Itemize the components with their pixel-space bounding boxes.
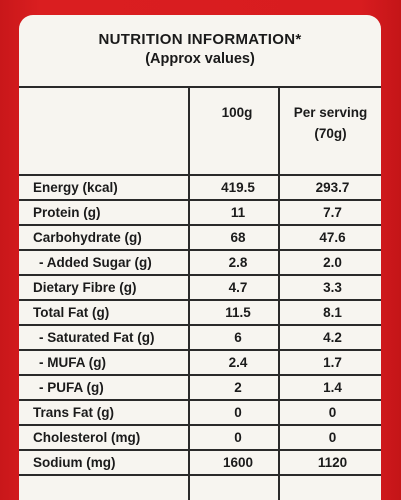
- empty-cell: [19, 474, 190, 500]
- nutrition-panel: NUTRITION INFORMATION* (Approx values) 1…: [19, 15, 381, 500]
- header-blank-cell: [19, 86, 190, 176]
- table-row: - PUFA (g) 2 1.4: [19, 374, 381, 401]
- nutrient-label: - Added Sugar (g): [19, 249, 190, 276]
- table-row: Total Fat (g) 11.5 8.1: [19, 299, 381, 326]
- value-per-100g: 6: [188, 324, 280, 351]
- value-per-100g: 11.5: [188, 299, 280, 326]
- value-per-serving: 1.7: [278, 349, 381, 376]
- nutrition-table: 100g Per serving (70g) Energy (kcal) 419…: [19, 86, 381, 500]
- value-per-serving: 1120: [278, 449, 381, 476]
- nutrient-label: Cholesterol (mg): [19, 424, 190, 451]
- table-row: - MUFA (g) 2.4 1.7: [19, 349, 381, 376]
- table-row: Sodium (mg) 1600 1120: [19, 449, 381, 476]
- table-row: Carbohydrate (g) 68 47.6: [19, 224, 381, 251]
- nutrient-label: Dietary Fibre (g): [19, 274, 190, 301]
- nutrient-label: Protein (g): [19, 199, 190, 226]
- table-row: Dietary Fibre (g) 4.7 3.3: [19, 274, 381, 301]
- value-per-serving: 8.1: [278, 299, 381, 326]
- table-row: Trans Fat (g) 0 0: [19, 399, 381, 426]
- value-per-100g: 68: [188, 224, 280, 251]
- value-per-serving: 7.7: [278, 199, 381, 226]
- value-per-serving: 0: [278, 399, 381, 426]
- serving-size-label: (70g): [314, 126, 347, 141]
- empty-cell: [278, 474, 381, 500]
- table-row: - Added Sugar (g) 2.8 2.0: [19, 249, 381, 276]
- value-per-serving: 293.7: [278, 174, 381, 201]
- column-header-per-serving: Per serving (70g): [278, 86, 381, 176]
- panel-header: NUTRITION INFORMATION* (Approx values): [19, 15, 381, 77]
- value-per-100g: 2: [188, 374, 280, 401]
- nutrient-label: - MUFA (g): [19, 349, 190, 376]
- value-per-100g: 4.7: [188, 274, 280, 301]
- nutrient-label: Trans Fat (g): [19, 399, 190, 426]
- value-per-serving: 1.4: [278, 374, 381, 401]
- value-per-serving: 4.2: [278, 324, 381, 351]
- value-per-100g: 419.5: [188, 174, 280, 201]
- nutrient-label: - PUFA (g): [19, 374, 190, 401]
- column-header-100g: 100g: [188, 86, 280, 176]
- table-header-row: 100g Per serving (70g): [19, 86, 381, 176]
- table-empty-row: [19, 474, 381, 500]
- value-per-serving: 0: [278, 424, 381, 451]
- value-per-100g: 2.8: [188, 249, 280, 276]
- table-row: - Saturated Fat (g) 6 4.2: [19, 324, 381, 351]
- value-per-100g: 11: [188, 199, 280, 226]
- value-per-serving: 47.6: [278, 224, 381, 251]
- table-row: Cholesterol (mg) 0 0: [19, 424, 381, 451]
- value-per-100g: 0: [188, 399, 280, 426]
- panel-title: NUTRITION INFORMATION*: [98, 31, 302, 48]
- table-row: Energy (kcal) 419.5 293.7: [19, 174, 381, 201]
- nutrient-label: Total Fat (g): [19, 299, 190, 326]
- table-row: Protein (g) 11 7.7: [19, 199, 381, 226]
- value-per-100g: 1600: [188, 449, 280, 476]
- value-per-serving: 2.0: [278, 249, 381, 276]
- value-per-100g: 2.4: [188, 349, 280, 376]
- value-per-100g: 0: [188, 424, 280, 451]
- value-per-serving: 3.3: [278, 274, 381, 301]
- nutrient-label: - Saturated Fat (g): [19, 324, 190, 351]
- empty-cell: [188, 474, 280, 500]
- nutrient-label: Sodium (mg): [19, 449, 190, 476]
- panel-subtitle: (Approx values): [145, 51, 255, 67]
- per-serving-label: Per serving: [293, 105, 368, 120]
- nutrient-label: Carbohydrate (g): [19, 224, 190, 251]
- nutrient-label: Energy (kcal): [19, 174, 190, 201]
